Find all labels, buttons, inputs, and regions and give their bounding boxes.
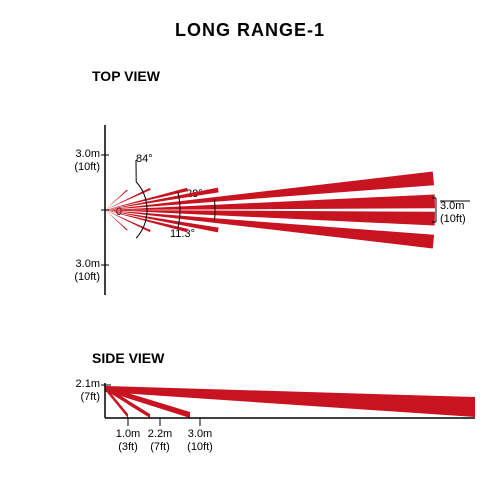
- diagram-svg: [0, 0, 500, 500]
